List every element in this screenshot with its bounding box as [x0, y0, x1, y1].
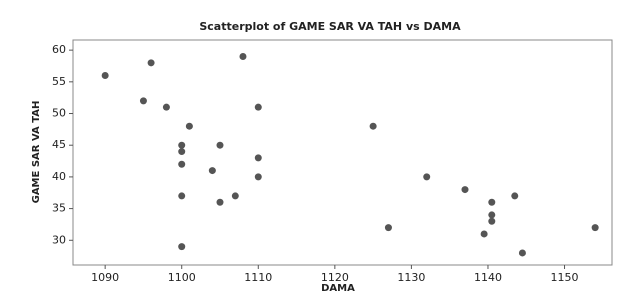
point: [178, 142, 185, 149]
point: [178, 192, 185, 199]
point: [255, 104, 262, 111]
y-tick-label: 55: [52, 75, 66, 88]
point: [488, 218, 495, 225]
point: [102, 72, 109, 79]
point: [209, 167, 216, 174]
chart: Scatterplot of GAME SAR VA TAH vs DAMA D…: [0, 0, 621, 302]
x-tick-label: 1150: [551, 271, 579, 284]
point: [511, 192, 518, 199]
point: [239, 53, 246, 60]
x-tick-label: 1120: [321, 271, 349, 284]
x-axis-title: DAMA: [321, 283, 355, 294]
y-tick-label: 60: [52, 43, 66, 56]
point: [178, 148, 185, 155]
x-tick-label: 1100: [168, 271, 196, 284]
y-axis-title: GAME SAR VA TAH: [31, 101, 42, 204]
y-tick-label: 45: [52, 138, 66, 151]
y-tick-label: 35: [52, 202, 66, 215]
x-tick-label: 1090: [91, 271, 119, 284]
point: [217, 142, 224, 149]
y-tick-label: 40: [52, 170, 66, 183]
point: [519, 249, 526, 256]
point: [462, 186, 469, 193]
point: [488, 199, 495, 206]
point: [255, 154, 262, 161]
x-tick-label: 1140: [474, 271, 502, 284]
x-tick-label: 1130: [397, 271, 425, 284]
point: [140, 97, 147, 104]
point: [255, 173, 262, 180]
point: [592, 224, 599, 231]
y-tick-label: 30: [52, 233, 66, 246]
point: [481, 230, 488, 237]
plot-frame: [73, 40, 612, 265]
point: [178, 161, 185, 168]
point: [178, 243, 185, 250]
point: [148, 59, 155, 66]
point: [163, 104, 170, 111]
chart-title: Scatterplot of GAME SAR VA TAH vs DAMA: [199, 20, 461, 33]
point: [186, 123, 193, 130]
x-tick-label: 1110: [244, 271, 272, 284]
point: [385, 224, 392, 231]
point: [370, 123, 377, 130]
point: [217, 199, 224, 206]
point: [232, 192, 239, 199]
y-tick-label: 50: [52, 107, 66, 120]
point: [423, 173, 430, 180]
point: [488, 211, 495, 218]
